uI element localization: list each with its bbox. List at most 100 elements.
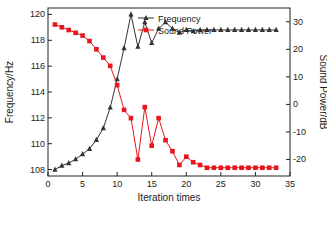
data-point bbox=[191, 160, 196, 165]
data-point bbox=[121, 45, 126, 50]
y2-tick bbox=[286, 76, 290, 77]
data-point bbox=[205, 165, 210, 170]
y-tick bbox=[48, 117, 52, 118]
data-point bbox=[218, 27, 223, 32]
data-point bbox=[184, 154, 189, 159]
data-point bbox=[246, 165, 251, 170]
data-point bbox=[128, 11, 133, 16]
y-tick bbox=[48, 66, 52, 67]
data-point bbox=[73, 30, 78, 35]
data-point bbox=[80, 33, 85, 38]
legend-marker bbox=[144, 28, 149, 33]
x-tick bbox=[117, 172, 118, 176]
y2-tick-label: -10 bbox=[293, 127, 306, 137]
legend-marker bbox=[143, 15, 148, 20]
data-point bbox=[94, 47, 99, 52]
data-point bbox=[239, 27, 244, 32]
x-tick-label: 35 bbox=[285, 179, 295, 189]
data-point bbox=[225, 165, 230, 170]
y-tick-label: 118 bbox=[31, 35, 45, 45]
plot-area bbox=[52, 11, 278, 171]
data-point bbox=[101, 125, 106, 130]
data-point bbox=[136, 157, 141, 162]
y-tick-label: 114 bbox=[31, 87, 45, 97]
legend-label: Sound Power bbox=[158, 26, 212, 36]
data-point bbox=[225, 27, 230, 32]
x-tick bbox=[82, 172, 83, 176]
data-point bbox=[260, 27, 265, 32]
legend: Frequency Sound Power bbox=[138, 14, 212, 36]
legend-label: Frequency bbox=[158, 14, 201, 24]
data-point bbox=[122, 108, 127, 113]
y2-tick-label: 10 bbox=[293, 72, 303, 82]
data-point bbox=[267, 27, 272, 32]
y-tick-label: 120 bbox=[30, 9, 45, 19]
data-point bbox=[108, 64, 113, 69]
y2-tick bbox=[286, 49, 290, 50]
y-tick bbox=[48, 143, 52, 144]
y2-tick bbox=[286, 104, 290, 105]
x-axis-title: Iteration times bbox=[138, 192, 201, 203]
data-point bbox=[232, 165, 237, 170]
x-tick bbox=[48, 172, 49, 176]
y2-axis-title: Sound Power/dB bbox=[318, 54, 327, 129]
data-point bbox=[219, 165, 224, 170]
data-point bbox=[60, 25, 65, 30]
y-tick-label: 110 bbox=[31, 139, 45, 149]
data-point bbox=[80, 151, 85, 156]
data-point bbox=[267, 165, 272, 170]
data-point bbox=[211, 27, 216, 32]
x-tick bbox=[290, 172, 291, 176]
y-tick bbox=[48, 169, 52, 170]
data-point bbox=[260, 165, 265, 170]
data-point bbox=[135, 44, 140, 49]
data-point bbox=[149, 143, 154, 148]
data-point bbox=[274, 27, 279, 32]
y-axis-title: Frequency/Hz bbox=[4, 61, 15, 123]
data-point bbox=[87, 146, 92, 151]
data-point bbox=[66, 28, 71, 33]
data-point bbox=[177, 163, 182, 168]
x-tick-label: 30 bbox=[250, 179, 260, 189]
data-point bbox=[232, 27, 237, 32]
data-point bbox=[149, 40, 154, 45]
y-tick bbox=[48, 92, 52, 93]
data-point bbox=[101, 55, 106, 60]
data-point bbox=[163, 138, 168, 143]
data-point bbox=[66, 160, 71, 165]
y-tick-label: 108 bbox=[30, 165, 45, 175]
series-line bbox=[55, 25, 276, 168]
x-tick bbox=[186, 172, 187, 176]
x-tick-label: 20 bbox=[181, 179, 191, 189]
x-tick-label: 25 bbox=[216, 179, 226, 189]
x-tick-label: 5 bbox=[80, 179, 85, 189]
data-point bbox=[198, 163, 203, 168]
data-point bbox=[129, 116, 134, 121]
data-point bbox=[170, 149, 175, 154]
y-tick-label: 116 bbox=[31, 61, 45, 71]
x-tick bbox=[151, 172, 152, 176]
data-point bbox=[59, 163, 64, 168]
y-tick bbox=[48, 14, 52, 15]
data-point bbox=[253, 165, 258, 170]
x-tick-label: 10 bbox=[112, 179, 122, 189]
data-point bbox=[52, 166, 57, 171]
x-tick bbox=[255, 172, 256, 176]
y-tick-label: 112 bbox=[31, 113, 45, 123]
data-point bbox=[156, 116, 161, 121]
data-point bbox=[87, 39, 92, 44]
series-line bbox=[55, 14, 276, 169]
y2-tick-label: 30 bbox=[293, 17, 303, 27]
data-point bbox=[94, 137, 99, 142]
data-point bbox=[115, 83, 120, 88]
y2-tick-label: 20 bbox=[293, 44, 303, 54]
plot-frame bbox=[48, 8, 290, 176]
data-point bbox=[73, 156, 78, 161]
data-point bbox=[274, 165, 279, 170]
chart: 05101520253035108110112114116118120-20-1… bbox=[0, 0, 327, 240]
y-tick bbox=[48, 40, 52, 41]
x-tick-label: 0 bbox=[45, 179, 50, 189]
data-point bbox=[246, 27, 251, 32]
y2-tick-label: 0 bbox=[293, 99, 298, 109]
data-point bbox=[143, 105, 148, 110]
